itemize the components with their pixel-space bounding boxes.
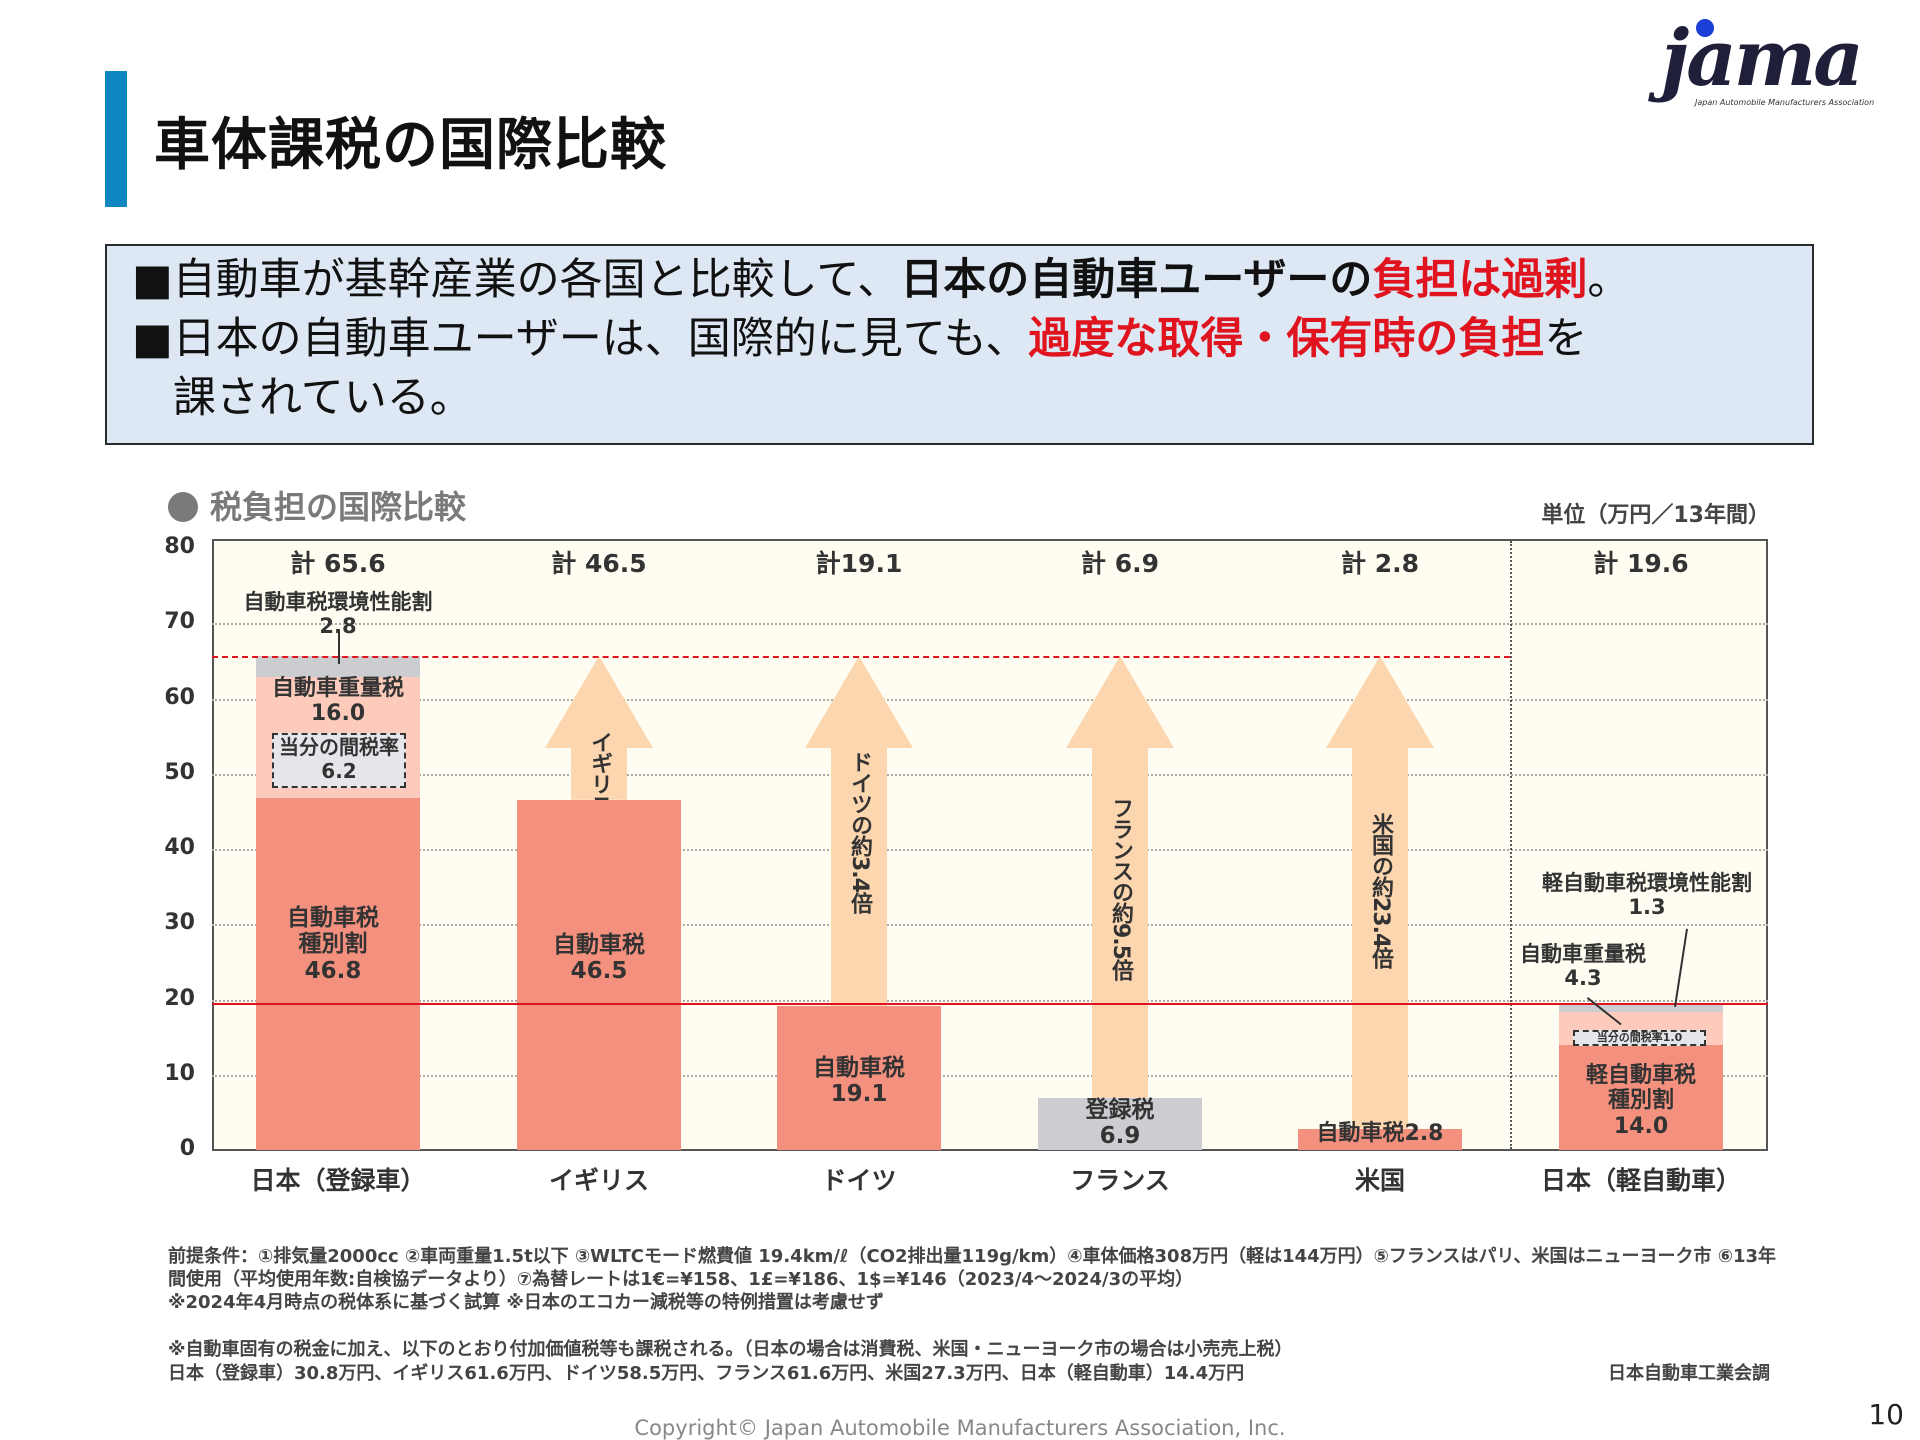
note-line: 間使用（平均使用年数:自検協データより）⑦為替レートは1€=¥158、1£=¥1…: [168, 1269, 1194, 1290]
x-category-label: フランス: [1070, 1166, 1170, 1195]
arrow-shape: [1066, 656, 1174, 1099]
bar-segment: [1038, 1098, 1202, 1150]
bar-segment: [256, 797, 420, 1150]
total-label: 計 2.8: [1341, 549, 1419, 578]
summary-line-1: ■自動車が基幹産業の各国と比較して、日本の自動車ユーザーの負担は過剰。: [132, 252, 1630, 308]
y-tick-label: 60: [164, 684, 195, 710]
summary-text: を: [1544, 314, 1588, 364]
summary-line-3: 課されている。: [173, 373, 473, 423]
leader-line: [338, 630, 340, 664]
total-label: 計 65.6: [290, 549, 386, 578]
jama-logo: jama Japan Automobile Manufacturers Asso…: [1655, 14, 1895, 110]
plot-area: [212, 539, 1768, 1151]
gridline: [212, 849, 1768, 851]
reference-line: [212, 656, 1510, 659]
arrow-up-icon: [545, 656, 653, 801]
arrow-label: 米国の約23.4倍: [1368, 812, 1393, 968]
y-tick-label: 40: [164, 835, 195, 860]
summary-bold-text: 日本の自動車ユーザーの: [900, 255, 1373, 305]
arrow-up-icon: [805, 656, 913, 1007]
segment-label: 登録税 6.9: [1085, 1097, 1155, 1150]
x-category-label: イギリス: [548, 1166, 650, 1195]
total-label: 計19.1: [815, 549, 903, 578]
x-category-label: 日本（軽自動車）: [1540, 1166, 1742, 1195]
gridline: [212, 773, 1768, 776]
summary-red-text: 過度な取得・保有時の負担: [1028, 314, 1545, 364]
y-tick-label: 30: [164, 910, 195, 936]
copyright: Copyright© Japan Automobile Manufacturer…: [634, 1416, 1286, 1440]
total-label: 計 6.9: [1081, 549, 1159, 578]
bar-segment: [777, 1006, 941, 1150]
circle-bullet-icon: [168, 492, 198, 522]
bar-segment: [517, 800, 681, 1150]
x-category-label: 日本（登録車）: [250, 1166, 426, 1195]
y-tick-label: 10: [164, 1060, 195, 1086]
logo-dot: [1696, 19, 1714, 37]
gridline: [212, 698, 1768, 701]
bar-segment: [256, 656, 420, 678]
gridline: [212, 999, 1768, 1002]
y-tick-label: 80: [164, 534, 195, 559]
arrow-shape: [1326, 656, 1434, 1129]
chart-title: 税負担の国際比較: [168, 482, 466, 528]
gridline: [212, 623, 1768, 626]
summary-text: 。: [1587, 255, 1631, 305]
note-line: ※自動車固有の税金に加え、以下のとおり付加価値税等も課税される。（日本の場合は消…: [168, 1339, 1293, 1360]
x-category-label: ドイツ: [821, 1166, 897, 1195]
chart-title-text: 税負担の国際比較: [210, 488, 467, 526]
segment-label: 自動車税 種別割 46.8: [287, 905, 379, 984]
total-label: 計 19.6: [1593, 549, 1689, 578]
bar-segment: [1298, 1128, 1462, 1150]
gridline: [212, 1074, 1768, 1077]
arrow-up-icon: [1326, 656, 1434, 1129]
page-title: 車体課税の国際比較: [154, 113, 667, 178]
segment-label: 自動車税2.8: [1316, 1121, 1444, 1146]
arrow-label: ドイツの約3.4倍: [847, 751, 872, 914]
reference-line: [212, 1002, 1768, 1005]
title-accent-bar: [105, 71, 127, 207]
arrow-shape: [545, 656, 653, 801]
unit-label: 単位（万円／13年間）: [1541, 503, 1770, 528]
segment-label: 自動車重量税 4.3: [1520, 942, 1646, 991]
summary-line-2: ■日本の自動車ユーザーは、国際的に見ても、過度な取得・保有時の負担を: [132, 311, 1587, 367]
y-tick-label: 50: [164, 759, 195, 785]
bar-segment: [1559, 1002, 1723, 1013]
summary-text: 自動車が基幹産業の各国と比較して、: [172, 255, 901, 305]
y-tick-label: 70: [164, 609, 195, 635]
bullet-icon: ■: [132, 255, 173, 305]
inner-segment-box: 当分の間税率1.0: [1573, 1030, 1706, 1046]
page-number: 10: [1868, 1398, 1904, 1431]
category-divider: [1510, 541, 1512, 1149]
summary-text: 日本の自動車ユーザーは、国際的に見ても、: [172, 314, 1029, 364]
summary-red-text: 負担は過剰: [1372, 255, 1588, 305]
segment-label: 自動車税 46.5: [553, 932, 645, 985]
segment-label: 軽自動車税環境性能割 1.3: [1542, 871, 1752, 920]
segment-label: 自動車税 19.1: [813, 1055, 905, 1108]
logo-subtitle: Japan Automobile Manufacturers Associati…: [1695, 98, 1875, 107]
inner-segment-box: 当分の間税率 6.2: [272, 733, 406, 788]
summary-box: ■自動車が基幹産業の各国と比較して、日本の自動車ユーザーの負担は過剰。 ■日本の…: [105, 244, 1814, 445]
note-line: 日本（登録車）30.8万円、イギリス61.6万円、ドイツ58.5万円、フランス6…: [168, 1363, 1245, 1384]
bullet-icon: ■: [132, 314, 173, 364]
note-line: 前提条件：①排気量2000cc ②車両重量1.5t以下 ③WLTCモード燃費値 …: [168, 1246, 1777, 1267]
note-line: ※2024年4月時点の税体系に基づく試算 ※日本のエコカー減税等の特例措置は考慮…: [168, 1292, 884, 1313]
segment-label: 自動車重量税 16.0: [271, 676, 405, 727]
gridline: [212, 924, 1768, 927]
segment-label: 自動車税環境性能割 2.8: [243, 590, 433, 639]
x-category-label: 米国: [1354, 1166, 1406, 1195]
arrow-shape: [805, 656, 913, 1007]
arrow-up-icon: [1066, 656, 1174, 1099]
logo-wordmark: jama: [1661, 13, 1864, 104]
total-label: 計 46.5: [551, 549, 647, 578]
segment-label: 軽自動車税 種別割 14.0: [1585, 1063, 1697, 1139]
y-tick-label: 0: [179, 1136, 195, 1161]
source-credit: 日本自動車工業会調: [1608, 1363, 1770, 1384]
arrow-label: フランスの約9.5倍: [1108, 797, 1133, 981]
y-tick-label: 20: [164, 985, 195, 1011]
bar-segment: [1559, 1044, 1723, 1150]
